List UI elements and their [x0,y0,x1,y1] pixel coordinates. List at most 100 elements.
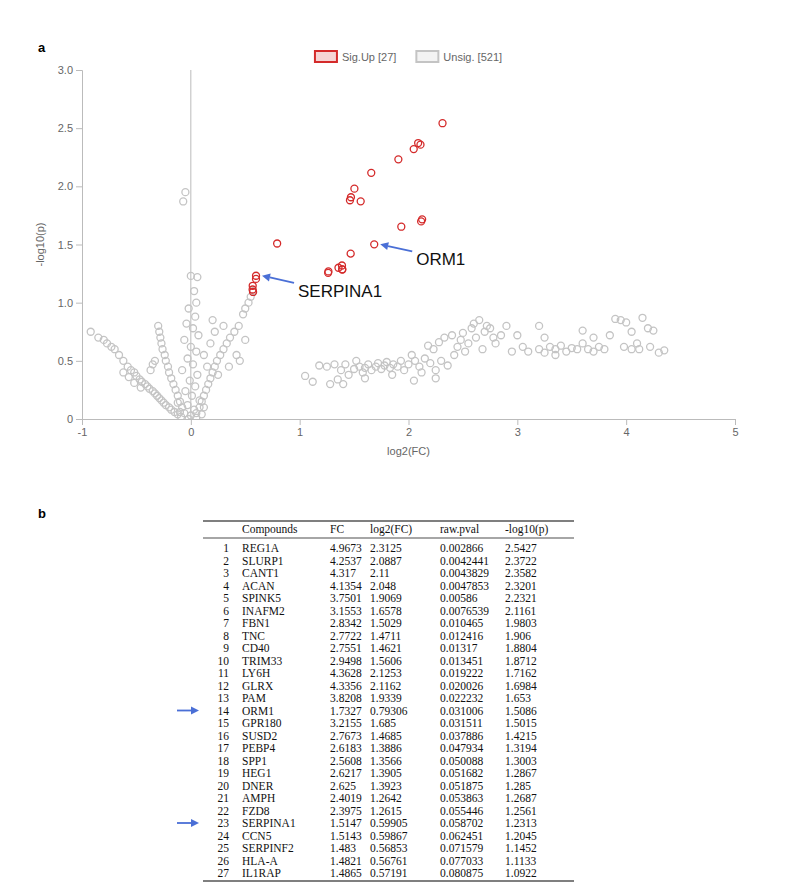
data-point [351,185,358,192]
table-cell: 1.5086 [505,705,537,717]
data-point [503,322,510,329]
y-tick: 2.0 [58,180,82,192]
data-point [236,357,243,364]
data-point [410,146,417,153]
table-cell: 0.031511 [440,717,483,729]
data-point [207,340,214,347]
table-cell: GPR180 [242,717,282,729]
table-cell: AMPH [242,792,275,804]
table-cell: 0.59867 [370,830,408,842]
table-header: FC [330,523,344,535]
table-cell: TRIM33 [242,655,283,667]
table-cell: 1.9069 [370,592,402,604]
points [87,120,668,419]
legend: Sig.Up [27]Unsig. [521] [315,51,502,63]
data-point [498,332,505,339]
y-axis-title: -log10(p) [34,222,46,266]
x-tick-mark [409,419,410,425]
y-tick: 2.5 [58,122,82,134]
table-cell: 0.080875 [440,867,483,879]
x-tick-label: 5 [732,426,738,438]
data-point [186,377,193,384]
table-cell: 1.4821 [330,855,362,867]
table-cell: SPP1 [242,755,267,767]
table-row-index: 19 [218,767,230,779]
table-cell: CANT1 [242,567,279,579]
table-header: Compounds [242,523,298,536]
table-cell: 2.0887 [370,555,402,567]
table-cell: 1.2867 [505,767,537,779]
table-cell: 1.2313 [505,817,537,829]
y-tick-mark [76,70,82,71]
data-point [601,346,608,353]
table-row-index: 26 [218,855,230,867]
data-point [194,274,201,281]
data-point [579,327,586,334]
y-tick-label: 2.5 [58,122,73,134]
legend-entry: Sig.Up [27] [315,51,396,63]
data-point [191,288,198,295]
data-point [492,340,499,347]
x-tick: 5 [732,419,738,438]
table-cell: 1.5147 [330,817,362,829]
data-point [557,342,564,349]
data-point [193,299,200,306]
table-cell: 0.00586 [440,592,478,604]
table-cell: 1.3886 [370,742,402,754]
table-cell: 4.3628 [330,667,362,679]
data-point [183,320,190,327]
data-point [342,361,349,368]
data-point [410,377,417,384]
table: CompoundsFClog2(FC)raw.pval-log10(p)1REG… [177,521,574,881]
table-row-index: 8 [223,630,229,642]
table-cell: 0.020026 [440,680,483,692]
panel-label: a [38,40,46,55]
table-cell: 1.3905 [370,767,402,779]
table-cell: 0.031006 [440,705,483,717]
table-cell: 1.2642 [370,792,402,804]
x-axis-line [83,420,736,426]
table-row-index: 10 [218,655,230,667]
table-row-index: 25 [218,842,230,854]
table-cell: 1.3566 [370,755,402,767]
table-cell: 1.8712 [505,655,537,667]
table-cell: DNER [242,780,274,792]
x-tick: 2 [406,419,412,438]
table-cell: 0.0043829 [440,567,489,579]
table-cell: 2.3975 [330,805,362,817]
x-tick-label: 2 [406,426,412,438]
table-cell: 0.012416 [440,630,483,642]
data-point [430,346,437,353]
data-point [508,348,515,355]
data-point [220,322,227,329]
y-tick-label: 1.5 [58,239,73,251]
data-point [194,371,201,378]
x-tick: 0 [188,419,194,438]
panel-label: b [38,506,46,521]
data-point [250,288,257,295]
data-point [432,367,439,374]
table-cell: 0.062451 [440,830,483,842]
data-point [302,372,309,379]
data-point [193,348,200,355]
data-point [639,314,646,321]
data-point [340,381,347,388]
data-point [204,363,211,370]
data-point [441,334,448,341]
table-cell: 0.055446 [440,805,483,817]
table-cell: 0.010465 [440,617,483,629]
table-cell: 0.56761 [370,855,408,867]
y-tick-label: 0 [67,413,73,425]
table-cell: HEG1 [242,767,272,779]
table-cell: 1.3194 [505,742,537,754]
data-point [606,332,613,339]
table-cell: INAFM2 [242,605,285,617]
table-cell: 2.048 [370,580,396,592]
data-point [178,413,185,419]
table-cell: 1.4215 [505,730,537,742]
table-cell: 0.79306 [370,705,408,717]
data-point [346,197,353,204]
table-cell: 0.022232 [440,692,483,704]
table-cell: SERPINF2 [242,842,294,854]
table-cell: FBN1 [242,617,270,629]
